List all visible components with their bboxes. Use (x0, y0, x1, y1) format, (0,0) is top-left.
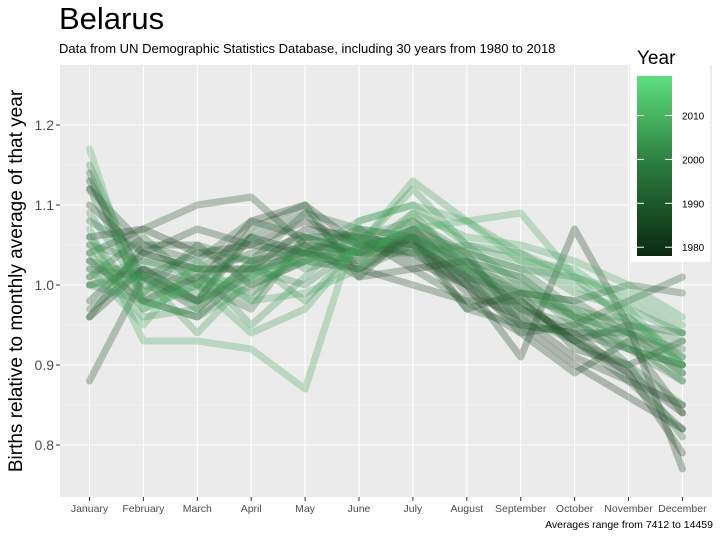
series-line-2004 (86, 185, 686, 337)
series-line-2009 (86, 145, 686, 369)
legend-tick-label: 2010 (682, 112, 705, 123)
x-axis: January February March April May June July Augu… (71, 497, 707, 515)
series-line-1990 (86, 169, 686, 345)
chart-caption: Averages range from 7412 to 14459 (545, 519, 713, 531)
series-line-1997 (86, 233, 686, 361)
y-tick-label: 1.2 (35, 117, 55, 133)
series-line-1995 (86, 225, 686, 353)
x-tick-label: January (71, 503, 109, 515)
series-line-1994 (86, 209, 686, 441)
series-line-1988 (86, 193, 686, 433)
x-tick-label: February (122, 503, 165, 515)
series-line-1992 (86, 209, 686, 369)
series-line-2000 (86, 209, 686, 369)
y-tick-label: 1.1 (35, 197, 55, 213)
series-line-1983 (86, 201, 686, 473)
plot-panel (60, 65, 712, 497)
series-line-2007 (86, 201, 686, 393)
x-tick-label: August (450, 503, 483, 515)
grid-lines (60, 65, 712, 497)
series-line-2005 (86, 201, 686, 369)
series-line-2008 (86, 209, 686, 329)
x-tick-label: September (495, 503, 547, 515)
series-line-1985 (86, 225, 686, 369)
series-line-1984 (86, 177, 686, 409)
series-line-1999 (86, 161, 686, 385)
legend: Year 1980 1990 2000 2010 (630, 44, 710, 262)
series-line-2003 (86, 209, 686, 345)
x-tick-label: April (241, 503, 262, 515)
series-line-1980 (86, 217, 686, 417)
legend-tick-label: 2000 (682, 155, 705, 166)
series-line-2006 (86, 177, 686, 337)
series-line-2002 (86, 233, 686, 377)
series-line-1982 (86, 225, 686, 457)
series-line-2001 (86, 217, 686, 361)
y-tick-label: 1.0 (35, 277, 55, 293)
x-tick-label: March (183, 503, 212, 515)
y-tick-label: 0.8 (35, 437, 55, 453)
legend-tick-label: 1980 (682, 243, 705, 254)
chart-title: Belarus (59, 1, 165, 36)
x-tick-label: November (604, 503, 653, 515)
series-line-1987 (86, 225, 686, 385)
series-line-1989 (86, 201, 686, 337)
series-layer (86, 145, 686, 473)
series-line-1986 (86, 185, 686, 417)
legend-colorbar (637, 76, 672, 256)
series-line-1996 (86, 185, 686, 385)
legend-title: Year (637, 48, 676, 69)
x-tick-label: June (348, 503, 371, 515)
x-tick-label: October (556, 503, 594, 515)
series-line-1991 (86, 217, 686, 321)
x-tick-label: July (404, 503, 423, 515)
x-tick-label: December (658, 503, 707, 515)
y-axis-label: Births relative to monthly average of th… (6, 89, 27, 472)
chart-subtitle: Data from UN Demographic Statistics Data… (59, 41, 556, 56)
y-axis: 0.8 0.9 1.0 1.1 1.2 (35, 117, 60, 453)
series-line-1981 (86, 201, 686, 433)
x-tick-label: May (295, 503, 316, 515)
series-line-1993 (86, 233, 686, 409)
y-tick-label: 0.9 (35, 357, 55, 373)
legend-tick-label: 1990 (682, 199, 705, 210)
legend-ticks: 1980 1990 2000 2010 (637, 112, 705, 254)
series-line-1998 (86, 217, 686, 369)
